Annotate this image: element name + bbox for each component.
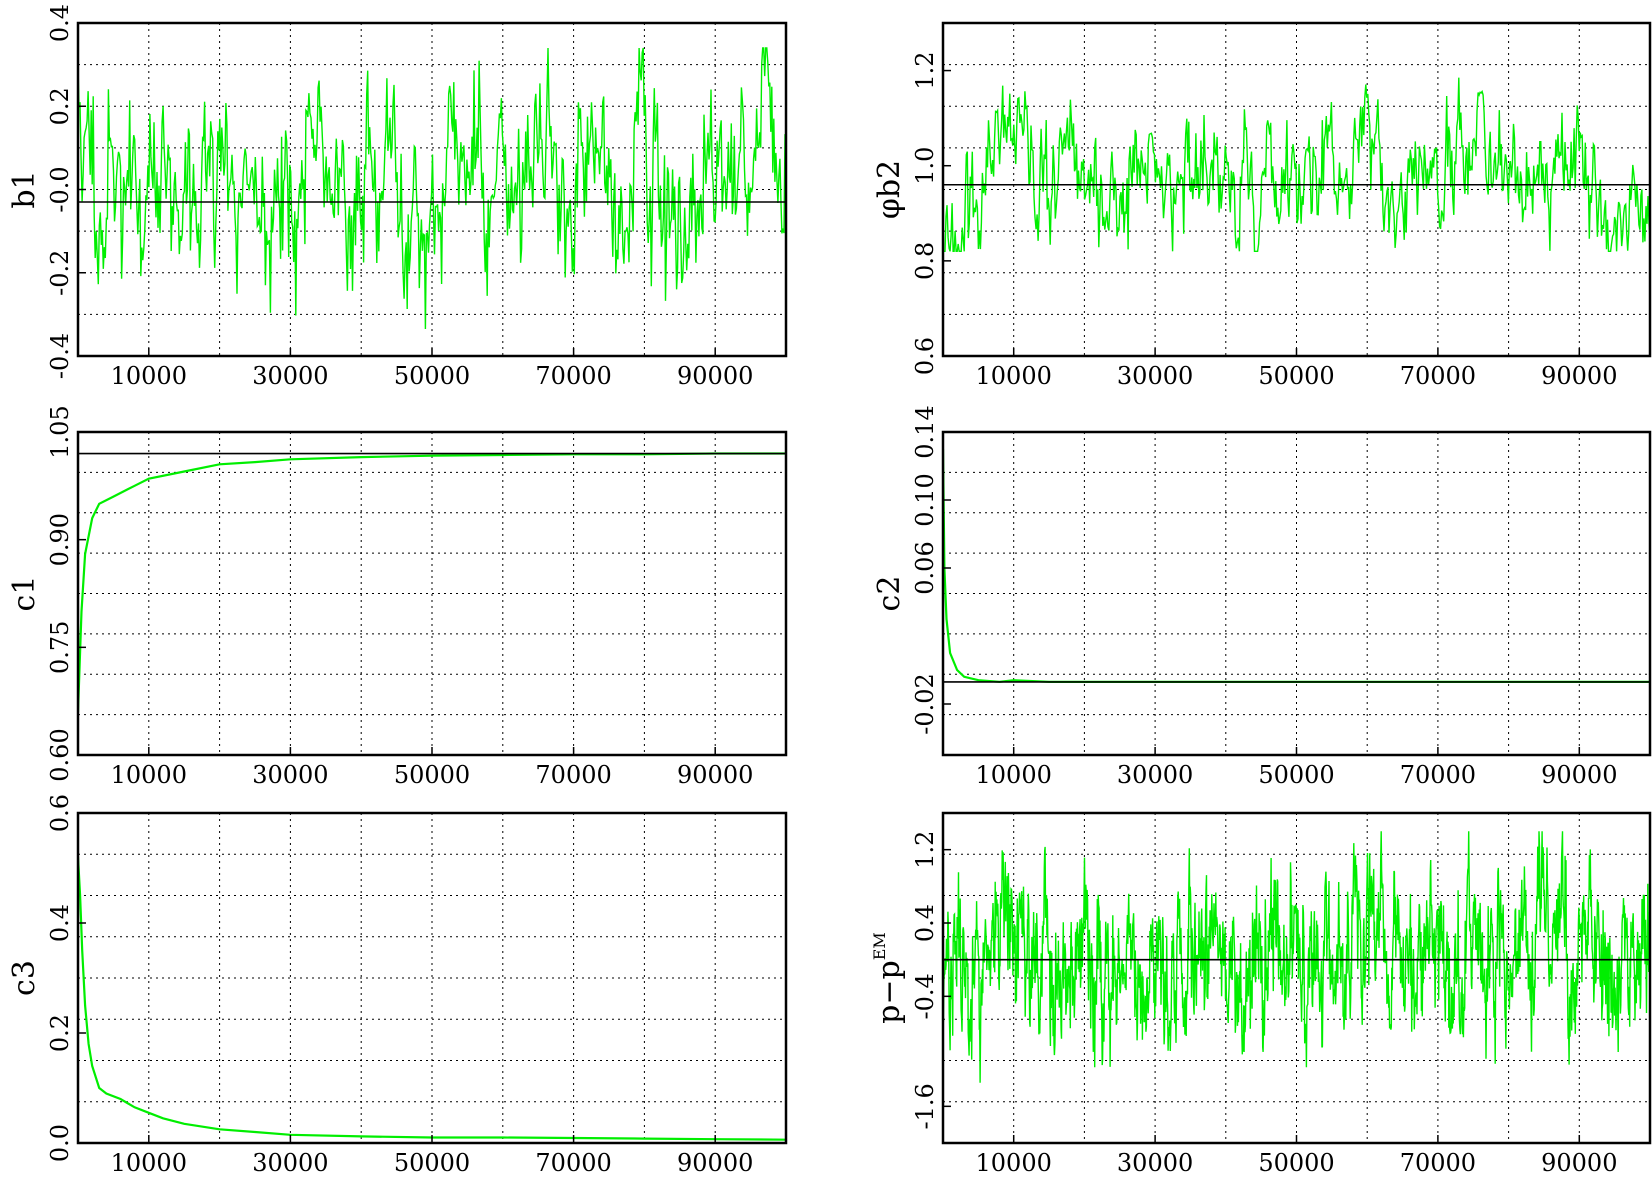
panel-p-pem: 10000 30000 50000 70000 90000 -1.6 -0.4 0.4 1.2 p…: [870, 811, 1652, 1177]
x-tick-label: 50000: [1258, 761, 1334, 789]
y-tick-label: 0.6: [911, 337, 939, 375]
x-tick-label: 10000: [976, 362, 1052, 390]
x-tick-label: 90000: [677, 362, 753, 390]
y-tick-label: -0.2: [46, 250, 74, 296]
panel-c1: 10000 30000 50000 70000 90000 0.60 0.75 0.90 1.0…: [7, 405, 788, 789]
x-tick-label: 50000: [394, 761, 470, 789]
x-tick-label: 70000: [535, 761, 611, 789]
y-tick-label: -0.4: [46, 333, 74, 379]
x-tick-label: 90000: [677, 1149, 753, 1177]
y-tick-label: 0.6: [46, 794, 74, 832]
x-tick-label: 50000: [1258, 362, 1334, 390]
x-tick-label: 10000: [111, 1149, 187, 1177]
y-tick-label: -0.0: [46, 166, 74, 212]
x-tick-label: 30000: [252, 362, 328, 390]
x-tick-label: 30000: [1117, 1149, 1193, 1177]
y-tick-label: 0.0: [46, 1124, 74, 1162]
x-tick-label: 30000: [252, 1149, 328, 1177]
x-tick-label: 70000: [1400, 362, 1476, 390]
y-tick-label: 1.2: [911, 51, 939, 89]
x-tick-label: 90000: [1541, 761, 1617, 789]
series-line: [943, 77, 1650, 252]
panel-c3: 10000 30000 50000 70000 90000 0.0 0.2 0.4 0.6 c3: [7, 794, 788, 1177]
x-tick-label: 10000: [111, 761, 187, 789]
y-axis-label: c3: [7, 960, 42, 996]
y-axis-label: c2: [872, 576, 907, 612]
y-axis-label: φb2: [872, 160, 907, 219]
y-tick-label: 0.06: [911, 541, 939, 594]
y-tick-label: 0.90: [46, 513, 74, 566]
y-axis-label: p−pEM: [870, 932, 907, 1024]
y-tick-label: -0.02: [911, 673, 939, 735]
y-tick-label: 0.4: [46, 4, 74, 42]
x-tick-label: 90000: [677, 761, 753, 789]
y-tick-label: 0.4: [46, 904, 74, 942]
x-tick-label: 50000: [394, 362, 470, 390]
x-tick-label: 10000: [976, 761, 1052, 789]
panel-phib2: 10000 30000 50000 70000 90000 0.6 0.8 1.0 1.2 φb2: [872, 21, 1652, 390]
y-tick-label: 0.2: [46, 1014, 74, 1052]
x-tick-label: 70000: [535, 362, 611, 390]
y-tick-label: 1.2: [911, 831, 939, 869]
y-tick-label: -0.4: [911, 973, 939, 1019]
y-tick-label: 0.10: [911, 473, 939, 526]
x-tick-label: 70000: [1400, 1149, 1476, 1177]
y-tick-label: 0.4: [911, 904, 939, 942]
y-axis-label: c1: [7, 576, 42, 612]
y-tick-label: 0.14: [911, 405, 939, 458]
y-tick-label: 0.75: [46, 621, 74, 674]
series-line: [78, 47, 786, 330]
series-line: [78, 856, 786, 1141]
y-tick-label: 1.0: [911, 147, 939, 185]
series-line: [943, 831, 1650, 1083]
x-tick-label: 90000: [1541, 362, 1617, 390]
x-tick-label: 70000: [1400, 761, 1476, 789]
x-tick-label: 10000: [111, 362, 187, 390]
y-tick-label: 1.05: [46, 405, 74, 458]
y-tick-label: -1.6: [911, 1083, 939, 1129]
x-tick-label: 30000: [1117, 362, 1193, 390]
panel-c2: 10000 30000 50000 70000 90000 -0.02 0.06 0.10 0.…: [872, 405, 1652, 789]
y-tick-label: 0.2: [46, 87, 74, 125]
x-tick-label: 50000: [394, 1149, 470, 1177]
x-tick-label: 30000: [252, 761, 328, 789]
y-axis-label-superscript: EM: [870, 932, 889, 960]
x-tick-label: 70000: [535, 1149, 611, 1177]
x-tick-label: 10000: [976, 1149, 1052, 1177]
y-tick-label: 0.8: [911, 242, 939, 280]
x-tick-label: 50000: [1258, 1149, 1334, 1177]
x-tick-label: 90000: [1541, 1149, 1617, 1177]
y-tick-label: 0.60: [46, 728, 74, 781]
y-axis-label: b1: [7, 170, 42, 208]
x-tick-label: 30000: [1117, 761, 1193, 789]
panel-b1: 10000 30000 50000 70000 90000 -0.4 -0.2 -0.0 0.2…: [7, 4, 788, 390]
